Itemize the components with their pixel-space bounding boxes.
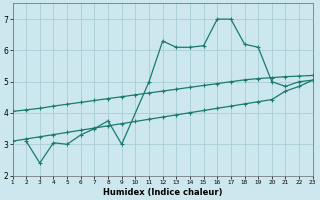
X-axis label: Humidex (Indice chaleur): Humidex (Indice chaleur): [103, 188, 222, 197]
